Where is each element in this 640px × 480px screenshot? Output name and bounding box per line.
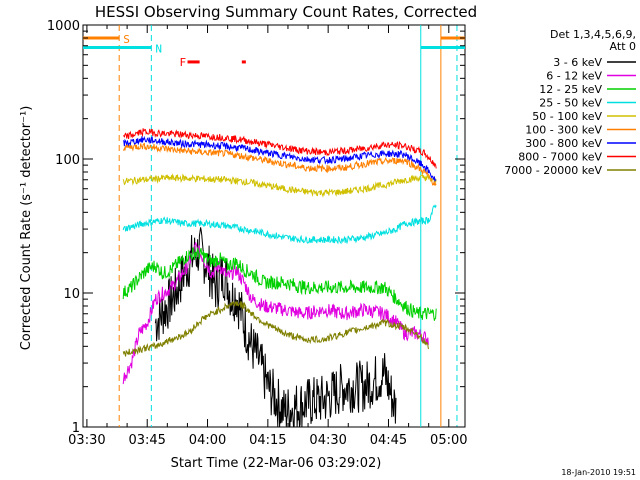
plot-area	[82, 24, 466, 428]
x-tick-label: 04:45	[370, 433, 407, 448]
y-tick-label: 1	[72, 421, 80, 436]
legend-entry-label: 800 - 7000 keV	[518, 151, 602, 164]
series-line	[122, 135, 437, 183]
series-line	[122, 142, 437, 187]
y-tick-label: 100	[55, 153, 80, 168]
legend-entry-label: 100 - 300 keV	[525, 124, 602, 137]
night-label: N	[155, 42, 162, 55]
flare-label: F	[180, 56, 187, 69]
x-tick-label: 04:15	[249, 433, 286, 448]
saa-label: S	[123, 33, 130, 46]
series-line	[122, 300, 429, 357]
event-markers: S N F	[83, 25, 465, 427]
legend-header: Det 1,3,4,5,6,9,	[550, 28, 636, 41]
series-line	[122, 204, 437, 245]
footer-date: 18-Jan-2010 19:51	[561, 468, 636, 477]
series-line	[122, 173, 437, 198]
series-line	[122, 247, 437, 321]
series-line	[154, 227, 397, 428]
y-axis-label: Corrected Count Rate (s⁻¹ detector⁻¹)	[19, 106, 34, 351]
x-tick-label: 03:30	[68, 433, 105, 448]
y-tick-label: 1000	[47, 19, 80, 34]
legend-entry-label: 3 - 6 keV	[553, 56, 602, 69]
plot-frame	[82, 24, 466, 428]
x-tick-label: 04:30	[309, 433, 346, 448]
legend-header: Att 0	[610, 40, 636, 53]
legend-entry-label: 25 - 50 keV	[539, 97, 602, 110]
x-axis-label: Start Time (22-Mar-06 03:29:02)	[171, 456, 382, 471]
series-line	[122, 242, 429, 385]
legend-entry-label: 300 - 800 keV	[525, 137, 602, 150]
x-tick-label: 03:45	[128, 433, 165, 448]
legend-entry-label: 50 - 100 keV	[532, 110, 602, 123]
series-group	[122, 128, 437, 428]
legend-entry-label: 6 - 12 keV	[546, 70, 602, 83]
y-tick-label: 10	[63, 287, 80, 302]
legend-entry-label: 7000 - 20000 keV	[504, 164, 602, 177]
chart-title: HESSI Observing Summary Count Rates, Cor…	[95, 3, 477, 21]
x-tick-label: 05:00	[430, 433, 467, 448]
x-tick-label: 04:00	[189, 433, 226, 448]
series-line	[122, 128, 437, 169]
tick-group: 03:30 03:45 04:00 04:15 04:30 04:45 05:00 1 10 10…	[47, 19, 468, 448]
legend-entry-label: 12 - 25 keV	[539, 83, 602, 96]
